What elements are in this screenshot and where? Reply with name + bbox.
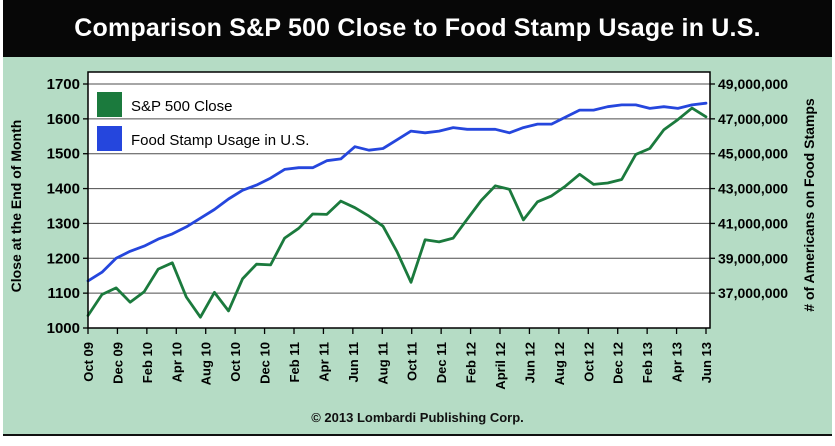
x-tick-label: Feb 11 [287,342,302,382]
x-tick-label: Feb 12 [464,342,479,383]
legend-swatch-foodstamps [97,126,122,151]
x-tick-label: Aug 10 [199,342,214,385]
legend-swatch-sp500 [97,92,122,117]
x-tick-label: Oct 09 [81,342,96,382]
x-tick-label: Dec 11 [434,342,449,383]
x-tick-label: April 12 [493,342,508,390]
right-tick-label: 43,000,000 [718,181,788,197]
x-tick-label: Jun 11 [346,342,361,382]
copyright-text: © 2013 Lombardi Publishing Corp. [311,410,524,425]
legend-label-sp500: S&P 500 Close [131,98,232,115]
x-tick-label: Oct 11 [405,342,420,381]
x-tick-label: Feb 13 [640,342,655,383]
left-tick-label: 1700 [47,76,80,93]
left-tick-label: 1200 [47,250,80,267]
right-tick-label: 39,000,000 [718,250,788,266]
left-tick-label: 1100 [47,285,80,302]
x-tick-label: Aug 12 [552,342,567,385]
left-tick-label: 1300 [47,215,80,232]
x-tick-label: Apr 10 [169,342,184,382]
right-tick-label: 49,000,000 [718,76,788,92]
legend: S&P 500 Close Food Stamp Usage in U.S. [97,92,309,151]
left-tick-label: 1400 [47,181,80,198]
left-tick-label: 1500 [47,146,80,163]
right-tick-label: 41,000,000 [718,215,788,231]
right-tick-label: 45,000,000 [718,146,788,162]
x-tick-label: Dec 12 [611,342,626,384]
x-tick-label: Jun 13 [699,342,714,383]
x-tick-label: Apr 11 [316,342,331,382]
x-tick-label: Jun 12 [522,342,537,383]
chart-title: Comparison S&P 500 Close to Food Stamp U… [74,14,761,42]
plot-area [88,72,710,328]
series-line-foodstamps [86,101,708,283]
right-tick-label: 47,000,000 [718,111,788,127]
legend-label-foodstamps: Food Stamp Usage in U.S. [131,132,309,149]
left-tick-label: 1600 [47,111,80,128]
left-axis-title: Close at the End of Month [8,120,24,293]
series-line-sp500 [86,106,708,319]
chart-title-bar: Comparison S&P 500 Close to Food Stamp U… [3,0,832,57]
right-axis-title: # of Americans on Food Stamps [801,98,817,312]
x-tick-label: Apr 13 [670,342,685,382]
right-tick-label: 37,000,000 [718,285,788,301]
x-tick-label: Dec 09 [110,342,125,384]
plot-border [87,71,711,329]
x-tick-label: Dec 10 [258,342,273,384]
x-tick-label: Oct 12 [581,342,596,382]
x-tick-label: Feb 10 [140,342,155,383]
x-tick-label: Oct 10 [228,342,243,382]
x-tick-label: Aug 11 [375,342,390,385]
left-tick-label: 1000 [47,320,80,337]
